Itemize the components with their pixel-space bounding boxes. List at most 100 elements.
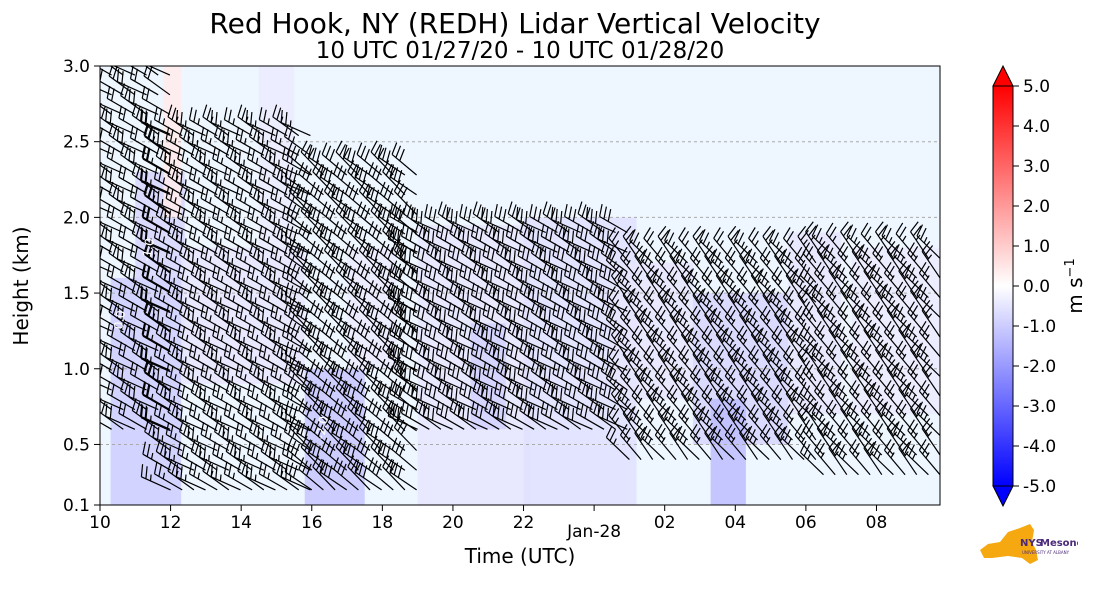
wind-barb: [280, 169, 311, 196]
wind-barb: [323, 356, 348, 392]
wind-barb: [921, 241, 940, 279]
wind-barb: [846, 224, 871, 259]
wind-barb: [210, 169, 241, 196]
wind-barb: [846, 342, 871, 377]
wind-barb: [411, 324, 442, 352]
wind-barb: [565, 299, 593, 332]
wind-barb: [222, 188, 253, 215]
wind-barb: [286, 437, 313, 471]
wind-barb: [422, 226, 453, 253]
wind-barb: [225, 439, 253, 471]
wind-barb: [366, 361, 394, 392]
wind-barb: [108, 358, 136, 391]
wind-barb: [449, 398, 477, 430]
wind-barb: [335, 258, 359, 294]
wind-barb: [881, 342, 906, 377]
wind-barb: [654, 423, 677, 460]
wind-barb: [605, 366, 630, 401]
wind-barb: [319, 223, 348, 255]
wind-barb: [307, 439, 336, 471]
wind-barb: [736, 325, 758, 362]
wind-barb: [666, 266, 689, 303]
wind-barb: [811, 342, 836, 377]
wind-barb: [167, 340, 195, 373]
wind-barb: [837, 242, 859, 279]
wind-barb: [577, 201, 605, 233]
wind-barb: [435, 400, 465, 430]
wind-barb: [701, 384, 724, 421]
wind-barb: [446, 206, 477, 234]
wind-barb: [669, 245, 689, 283]
wind-barb: [155, 321, 183, 353]
wind-barb: [527, 285, 558, 312]
wind-barb: [823, 244, 848, 279]
wind-barb: [309, 417, 336, 451]
wind-barb: [797, 343, 817, 382]
wind-barb: [918, 439, 940, 476]
wind-barb: [733, 406, 758, 441]
wind-barb: [886, 241, 906, 279]
wind-barb: [100, 362, 112, 371]
wind-barb: [108, 181, 136, 214]
wind-barb: [883, 320, 906, 357]
wind-barb: [692, 225, 712, 264]
wind-barb: [727, 343, 747, 382]
wind-barb: [733, 346, 758, 382]
wind-barb: [282, 205, 311, 235]
wind-barb: [354, 223, 382, 255]
wind-barb: [225, 262, 253, 294]
wind-barb: [515, 206, 547, 234]
wind-barb: [785, 324, 805, 362]
wind-barb: [370, 140, 394, 176]
wind-barb: [245, 109, 276, 137]
wind-barb: [457, 226, 488, 253]
wind-barb: [356, 260, 382, 294]
wind-barb: [260, 380, 288, 412]
wind-barb: [600, 240, 628, 273]
wind-barb: [794, 364, 817, 401]
wind-barb: [799, 381, 824, 417]
wind-barb: [389, 164, 417, 196]
wind-barb: [600, 358, 628, 391]
wind-barb: [675, 307, 700, 342]
wind-barb: [100, 266, 112, 273]
wind-barb: [875, 339, 894, 377]
wind-barb: [422, 403, 453, 430]
wind-barb: [105, 226, 136, 253]
wind-barb: [918, 261, 940, 298]
wind-barb: [554, 280, 582, 312]
wind-barb: [643, 286, 665, 323]
wind-barb: [140, 464, 171, 491]
wind-barb: [504, 364, 535, 391]
wind-barb: [851, 300, 871, 338]
wind-barb: [811, 224, 836, 259]
wind-barb: [331, 184, 359, 215]
wind-barb: [722, 386, 747, 421]
x-axis-ticks: 10 12 14 16 18 20 22 02 04 06 08 Jan-28: [89, 505, 887, 542]
wind-barb: [268, 385, 299, 412]
wind-barb: [515, 265, 547, 293]
wind-barb: [282, 146, 311, 176]
wind-barb: [286, 319, 313, 353]
wind-barb: [898, 437, 918, 476]
wind-barb: [657, 284, 677, 323]
wind-barb: [768, 346, 793, 382]
wind-barb: [272, 399, 300, 432]
wind-barb: [179, 124, 206, 156]
wind-barb: [907, 419, 929, 456]
wind-barb: [152, 129, 183, 156]
wind-barb: [280, 287, 311, 314]
wind-barb: [389, 400, 417, 432]
wind-barb: [851, 241, 871, 279]
wind-barb: [333, 280, 359, 314]
wind-barb: [910, 280, 929, 318]
wind-barb: [910, 221, 929, 259]
wind-barb: [736, 384, 758, 421]
wind-barb: [187, 188, 218, 215]
wind-barb: [792, 327, 817, 362]
wind-barb: [100, 223, 112, 233]
wind-barb: [257, 306, 288, 333]
wind-barb: [370, 317, 394, 353]
wind-barb: [222, 247, 253, 274]
contour-label: 0.0: [111, 309, 128, 330]
